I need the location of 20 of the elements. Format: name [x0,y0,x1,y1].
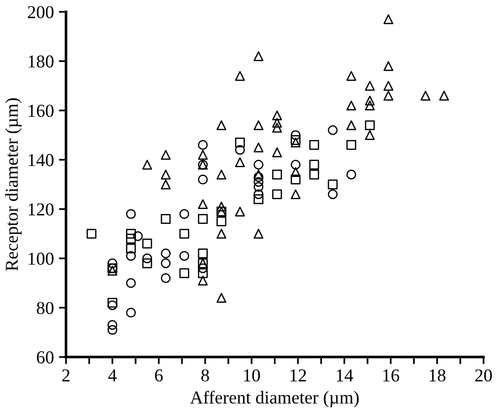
x-tick-label: 20 [475,369,492,382]
y-tick-label: 180 [28,55,54,68]
x-tick-label: 4 [108,369,117,382]
y-tick-label: 160 [28,104,54,117]
x-tick-label: 16 [383,369,400,382]
y-tick-label: 100 [28,252,54,265]
y-tick-label: 80 [36,302,54,314]
x-tick-label: 18 [430,369,446,382]
x-axis-title: Afferent diameter (µm) [190,390,359,408]
x-tick-label: 14 [336,369,354,382]
y-axis-title: Receptor diameter (µm) [5,98,22,271]
y-tick-label: 200 [28,6,54,18]
y-tick-label: 120 [28,203,54,216]
x-tick-label: 2 [62,369,70,382]
y-tick-label: 140 [28,154,54,166]
x-tick-label: 8 [201,369,209,382]
x-tick-label: 6 [155,369,163,382]
x-tick-label: 10 [244,369,260,382]
x-tick-label: 12 [290,369,306,382]
y-tick-label: 60 [36,351,54,364]
